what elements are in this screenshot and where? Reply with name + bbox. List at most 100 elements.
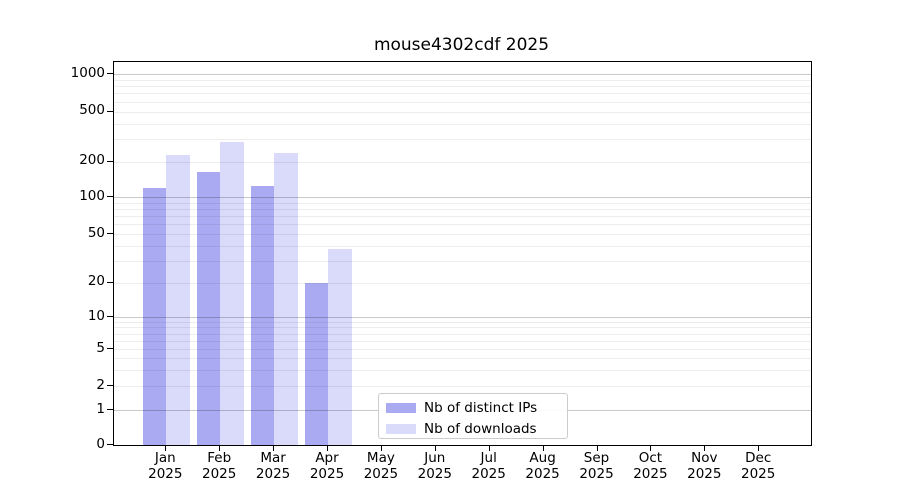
- x-tick-month: Nov: [691, 450, 718, 466]
- x-tick-jul: [488, 446, 490, 451]
- y-tick-label-200: 200: [79, 152, 105, 168]
- y-tick-label-20: 20: [87, 273, 105, 289]
- x-tick-sep: [596, 446, 598, 451]
- bar-downloads-apr: [328, 248, 352, 445]
- x-tick-year: 2025: [255, 465, 291, 482]
- y-tick-label-10: 10: [87, 307, 105, 324]
- gridline-60: [114, 224, 811, 225]
- x-tick-feb: [219, 446, 221, 451]
- gridline-30: [114, 261, 811, 262]
- gridline-200: [114, 162, 811, 163]
- x-tick-label-feb: Feb 2025: [187, 450, 251, 482]
- chart-title: mouse4302cdf 2025: [373, 35, 550, 55]
- x-tick-label-sep: Sep 2025: [565, 450, 629, 482]
- legend-swatch-downloads: [386, 424, 416, 434]
- legend-swatch-distinct-ips: [386, 403, 416, 413]
- y-tick-1: [107, 409, 113, 411]
- y-tick-label-1000: 1000: [70, 64, 105, 81]
- y-tick-0: [107, 444, 113, 445]
- gridline-8: [114, 327, 811, 328]
- x-tick-dec: [758, 446, 760, 451]
- gridline-7: [114, 334, 811, 335]
- legend-label-distinct-ips: Nb of distinct IPs: [424, 400, 538, 416]
- x-tick-nov: [704, 446, 706, 451]
- x-tick-month: Oct: [638, 450, 663, 466]
- gridline-800: [114, 86, 811, 87]
- gridline-10: [114, 317, 811, 318]
- x-tick-may: [380, 446, 382, 451]
- x-tick-year: 2025: [525, 465, 560, 482]
- x-tick-month: Mar: [260, 450, 286, 466]
- gridline-300: [114, 139, 811, 140]
- gridline-20: [114, 283, 811, 284]
- x-tick-month: Dec: [745, 450, 772, 466]
- gridline-100: [114, 197, 811, 198]
- gridline-700: [114, 93, 811, 94]
- gridline-50: [114, 234, 811, 235]
- x-tick-year: 2025: [633, 465, 668, 482]
- x-tick-year: 2025: [309, 465, 345, 482]
- y-tick-2: [107, 385, 113, 386]
- bar-distinct-ips-apr: [304, 282, 328, 445]
- x-tick-year: 2025: [471, 465, 506, 482]
- x-tick-oct: [650, 446, 652, 451]
- x-tick-jan: [165, 446, 167, 451]
- x-tick-month: May: [366, 450, 395, 466]
- x-tick-label-apr: Apr 2025: [295, 450, 359, 482]
- y-tick-50: [107, 233, 113, 234]
- legend: Nb of distinct IPs Nb of downloads: [378, 393, 568, 439]
- y-tick-label-0: 0: [96, 435, 105, 452]
- y-tick-1000: [107, 73, 113, 74]
- y-tick-20: [107, 281, 113, 283]
- x-tick-aug: [542, 446, 544, 451]
- y-tick-label-5: 5: [96, 339, 105, 356]
- legend-item-distinct-ips: Nb of distinct IPs: [379, 399, 567, 417]
- gridline-1000: [114, 74, 811, 75]
- gridline-2: [114, 386, 811, 387]
- y-tick-label-500: 500: [79, 102, 105, 118]
- bar-distinct-ips-jan: [142, 187, 167, 445]
- gridline-40: [114, 246, 811, 247]
- gridline-500: [114, 112, 811, 113]
- x-tick-month: Sep: [583, 450, 610, 466]
- gridline-4: [114, 358, 811, 359]
- bar-downloads-feb: [220, 142, 244, 445]
- bar-downloads-mar: [274, 153, 298, 445]
- x-tick-label-jun: Jun 2025: [403, 450, 467, 482]
- y-tick-200: [107, 160, 113, 162]
- x-tick-month: Feb: [207, 450, 232, 466]
- gridline-900: [114, 80, 811, 81]
- x-tick-month: Jun: [424, 450, 446, 466]
- y-tick-label-100: 100: [79, 187, 105, 204]
- x-tick-year: 2025: [687, 465, 722, 482]
- x-tick-label-mar: Mar 2025: [241, 450, 305, 482]
- x-tick-label-nov: Nov 2025: [672, 450, 736, 482]
- bar-downloads-jan: [166, 155, 190, 445]
- x-tick-month: Jul: [480, 450, 497, 466]
- gridline-600: [114, 102, 811, 103]
- y-tick-label-2: 2: [96, 376, 105, 393]
- x-tick-year: 2025: [579, 465, 614, 482]
- x-tick-year: 2025: [202, 465, 237, 482]
- x-tick-apr: [327, 446, 328, 451]
- gridline-3: [114, 370, 811, 371]
- y-tick-label-50: 50: [87, 224, 105, 241]
- y-tick-label-1: 1: [96, 400, 105, 417]
- legend-label-downloads: Nb of downloads: [424, 421, 537, 437]
- y-tick-5: [107, 348, 113, 350]
- x-tick-label-aug: Aug 2025: [511, 450, 575, 482]
- y-tick-100: [107, 196, 113, 197]
- x-tick-label-oct: Oct 2025: [618, 450, 682, 482]
- x-tick-month: Jan: [154, 450, 176, 466]
- x-tick-month: Aug: [529, 450, 556, 466]
- plot-area: [113, 61, 812, 446]
- x-tick-year: 2025: [741, 465, 776, 482]
- gridline-5: [114, 349, 811, 350]
- x-tick-label-dec: Dec 2025: [726, 450, 790, 482]
- x-tick-label-jan: Jan 2025: [133, 450, 197, 482]
- legend-item-downloads: Nb of downloads: [379, 420, 567, 438]
- y-tick-10: [107, 316, 113, 317]
- x-tick-label-jul: Jul 2025: [457, 450, 521, 482]
- gridline-80: [114, 209, 811, 210]
- gridline-90: [114, 203, 811, 204]
